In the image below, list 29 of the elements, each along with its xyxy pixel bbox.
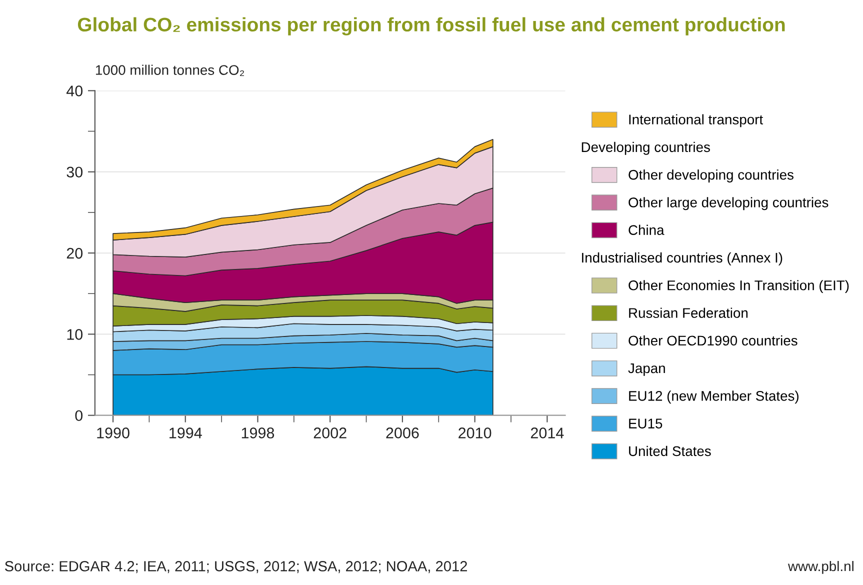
y-tick-label: 10 — [67, 329, 83, 340]
x-tick-label: 2014 — [530, 428, 564, 438]
legend-label: International transport — [629, 114, 763, 128]
text: Developing countries — [582, 142, 710, 155]
legend-label: Other OECD1990 countries — [628, 335, 798, 346]
text: www.pbl.nl — [788, 560, 854, 574]
text: Industrialised countries (Annex I) — [582, 252, 782, 266]
legend-label: Other Economies In Transition (EIT) — [628, 280, 849, 294]
y-tick-label: 20 — [66, 248, 83, 259]
legend-label: Russian Federation — [629, 308, 748, 318]
x-tick-label: 2002 — [314, 428, 346, 438]
x-tick-label: 2010 — [458, 428, 492, 438]
legend-label: Japan — [628, 363, 665, 376]
source-note: Source: EDGAR 4.2; IEA, 2011; USGS, 2012; WSA, 2012; NOAA, 2012 — [4, 561, 467, 574]
x-tick-label: 1990 — [97, 428, 130, 438]
legend-label: Other developing countries — [628, 170, 794, 182]
legend-label: EU12 (new Member States) — [629, 390, 798, 404]
x-tick-label: 1998 — [242, 428, 274, 438]
y-axis-title: 1000 million tonnes CO₂ — [96, 64, 244, 76]
legend-label: Other large developing countries — [628, 197, 828, 210]
legend-label: China — [628, 224, 664, 235]
x-tick-label: 2006 — [386, 428, 419, 438]
y-tick-label: 0 — [75, 410, 83, 422]
x-tick-label: 1994 — [170, 428, 202, 438]
y-tick-label: 30 — [66, 166, 83, 178]
y-tick-label: 40 — [66, 86, 83, 96]
chart-title: Global CO₂ emissions per region from fossil fuel use and cement production — [78, 17, 785, 36]
legend-label: EU15 — [629, 418, 662, 428]
legend-label: United States — [629, 446, 711, 456]
